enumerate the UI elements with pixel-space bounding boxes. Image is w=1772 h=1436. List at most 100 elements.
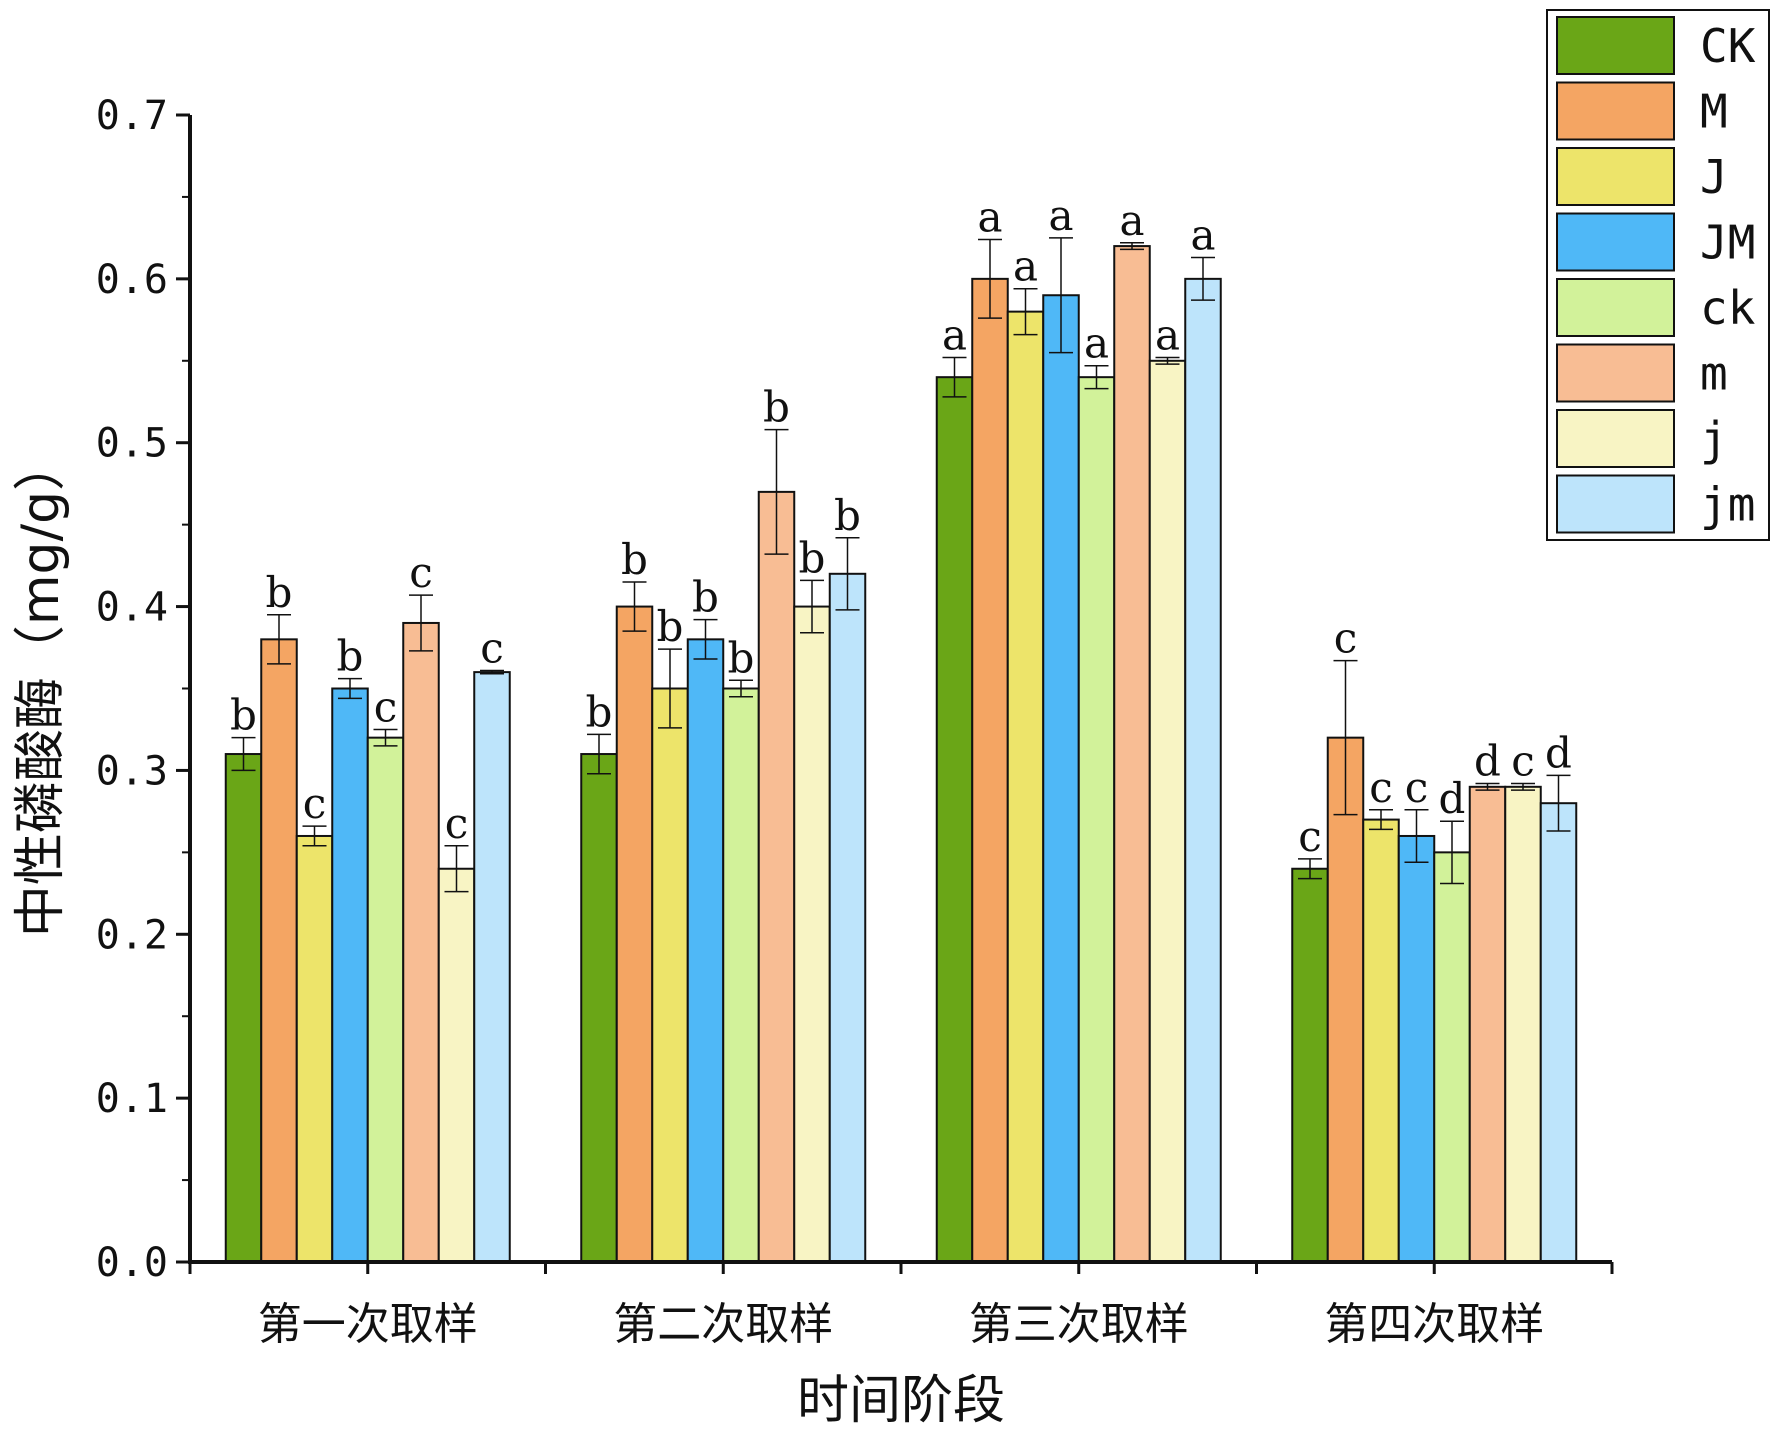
bar-J-2	[651, 687, 689, 1263]
significance-letter: a	[942, 311, 967, 360]
significance-letter: d	[1439, 774, 1466, 823]
significance-letter: c	[303, 779, 327, 828]
x-tick-label: 第二次取样	[613, 1299, 833, 1350]
significance-letter: a	[1119, 196, 1144, 245]
bar-j-4	[1504, 785, 1542, 1263]
bar-M-4	[1326, 736, 1365, 1263]
legend-swatch-ck	[1556, 278, 1675, 337]
legend-swatch-m	[1556, 343, 1675, 403]
bar-CK-1	[224, 753, 263, 1263]
significance-letter: c	[1298, 812, 1322, 861]
significance-letter: c	[409, 548, 433, 597]
legend-swatch-M	[1556, 81, 1675, 141]
bar-M-2	[615, 605, 654, 1263]
bar-j-3	[1148, 359, 1187, 1263]
significance-letter: b	[621, 535, 648, 584]
significance-letter: a	[1048, 191, 1073, 240]
significance-letter: d	[1474, 737, 1501, 786]
legend-swatch-JM	[1556, 212, 1675, 272]
bar-CK-3	[935, 376, 974, 1263]
bar-m-2	[757, 490, 796, 1264]
bar-j-2	[793, 605, 831, 1263]
significance-letter: a	[1155, 311, 1180, 360]
significance-letter: a	[977, 193, 1002, 242]
y-tick-label: 0.1	[96, 1076, 168, 1122]
bar-J-3	[1006, 310, 1045, 1263]
bar-JM-2	[686, 638, 725, 1263]
legend-label-jm: jm	[1700, 478, 1755, 532]
bar-m-4	[1468, 785, 1507, 1263]
bar-CK-4	[1291, 867, 1329, 1263]
significance-letter: b	[266, 568, 293, 617]
bar-ck-3	[1077, 376, 1116, 1263]
legend-label-ck: ck	[1700, 281, 1755, 335]
significance-letter: b	[586, 687, 613, 736]
bar-jm-2	[828, 572, 867, 1263]
x-tick-label: 第四次取样	[1324, 1299, 1544, 1350]
bar-JM-1	[331, 687, 369, 1263]
significance-letter: b	[230, 691, 257, 740]
significance-letter: c	[480, 623, 504, 672]
legend-swatch-CK	[1556, 16, 1675, 75]
legend-label-J: J	[1700, 150, 1728, 204]
significance-letter: c	[1405, 763, 1429, 812]
bar-jm-4	[1539, 802, 1578, 1263]
bar-m-1	[402, 621, 440, 1263]
bar-J-1	[295, 834, 334, 1263]
significance-letter: b	[799, 533, 826, 582]
error-bars-layer	[231, 237, 1571, 893]
bar-M-1	[260, 638, 298, 1263]
significance-letter: a	[1013, 242, 1038, 291]
significance-letter: b	[337, 632, 364, 681]
significance-letter: b	[657, 602, 684, 651]
x-tick-label: 第三次取样	[969, 1299, 1189, 1350]
significance-letter: c	[1369, 763, 1393, 812]
bar-ck-1	[366, 736, 405, 1263]
significance-letter: b	[763, 383, 790, 432]
y-tick-label: 0.3	[96, 748, 168, 794]
y-tick-label: 0.5	[96, 421, 168, 467]
legend-label-j: j	[1700, 412, 1728, 466]
legend-label-m: m	[1700, 347, 1728, 401]
significance-letter: a	[1084, 319, 1109, 368]
bar-JM-3	[1042, 294, 1080, 1263]
legend-swatch-J	[1556, 147, 1675, 206]
legend: CK MJ JM ck mj jm	[1546, 9, 1770, 541]
y-ticks: 0.0 0.1 0.2 0.3 0.4 0.5 0.6 0.7	[96, 93, 190, 1286]
legend-label-JM: JM	[1700, 216, 1755, 270]
legend-label-CK: CK	[1700, 19, 1756, 73]
y-tick-label: 0.4	[96, 585, 168, 631]
y-tick-label: 0.7	[96, 93, 168, 139]
bar-J-4	[1362, 818, 1400, 1263]
significance-letter: d	[1545, 728, 1572, 777]
legend-swatch-jm	[1556, 474, 1675, 534]
y-tick-label: 0.0	[96, 1240, 168, 1286]
y-axis-title: 中性磷酸酶（mg/g）	[11, 439, 71, 937]
y-tick-label: 0.2	[96, 912, 168, 958]
bars-layer	[224, 245, 1578, 1264]
x-axis-title: 时间阶段	[797, 1371, 1005, 1431]
bar-j-1	[437, 867, 476, 1263]
significance-letter: b	[692, 573, 719, 622]
y-tick-label: 0.6	[96, 257, 168, 303]
significance-letter: c	[1511, 737, 1535, 786]
significance-letter: c	[1334, 614, 1358, 663]
legend-swatch-j	[1556, 409, 1675, 468]
significance-letter: c	[445, 799, 469, 848]
significance-letter: a	[1190, 211, 1215, 260]
bar-ck-2	[722, 687, 760, 1263]
bar-jm-1	[473, 671, 511, 1263]
x-ticks: 第一次取样 第二次取样 第三次取样 第四次取样	[188, 1262, 1614, 1350]
bar-M-3	[971, 277, 1009, 1264]
legend-label-M: M	[1700, 85, 1728, 139]
significance-letter: b	[728, 633, 755, 682]
bar-ck-4	[1433, 851, 1471, 1263]
bar-JM-4	[1397, 834, 1436, 1263]
bar-jm-3	[1184, 277, 1222, 1264]
significance-letter: c	[374, 682, 398, 731]
x-tick-label: 第一次取样	[258, 1299, 478, 1350]
bar-CK-2	[580, 753, 618, 1263]
bar-m-3	[1113, 245, 1151, 1264]
